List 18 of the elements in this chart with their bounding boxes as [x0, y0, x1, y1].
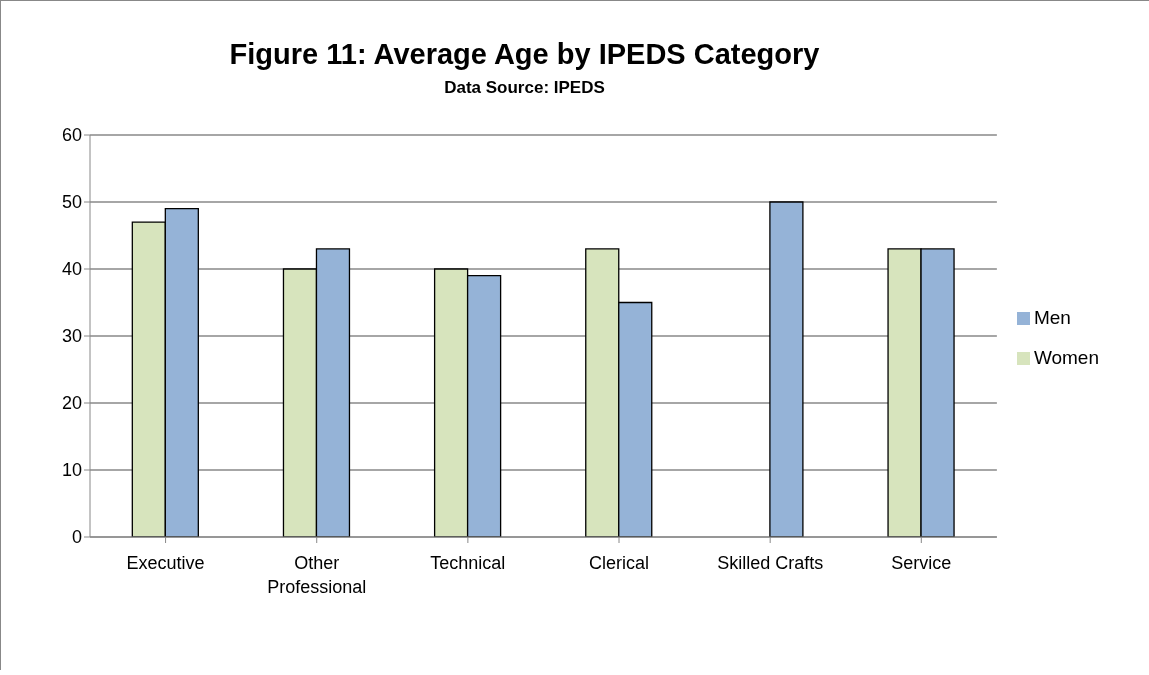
legend-label: Women — [1033, 346, 1099, 368]
bar — [769, 201, 804, 537]
x-tick-label: Technical — [430, 553, 506, 573]
x-tick-label: Other Professional — [267, 553, 367, 597]
chart-title: Figure 11: Average Age by IPEDS Category — [228, 38, 821, 71]
y-tick-label: 20 — [61, 393, 82, 414]
y-tick-label: 30 — [61, 326, 82, 347]
legend-label: Men — [1033, 306, 1071, 328]
y-tick-label: 50 — [61, 192, 82, 213]
x-tick-label: Clerical — [589, 553, 650, 573]
y-tick-label: 0 — [71, 527, 82, 548]
y-tick-label: 10 — [61, 460, 82, 481]
x-tick-label: Executive — [126, 553, 205, 573]
y-tick-label: 60 — [61, 125, 82, 146]
chart-subtitle: Data Source: IPEDS — [443, 78, 606, 98]
y-tick-label: 40 — [61, 259, 82, 280]
x-tick-label: Skilled Crafts — [717, 553, 824, 573]
x-tick-label: Service — [891, 553, 952, 573]
